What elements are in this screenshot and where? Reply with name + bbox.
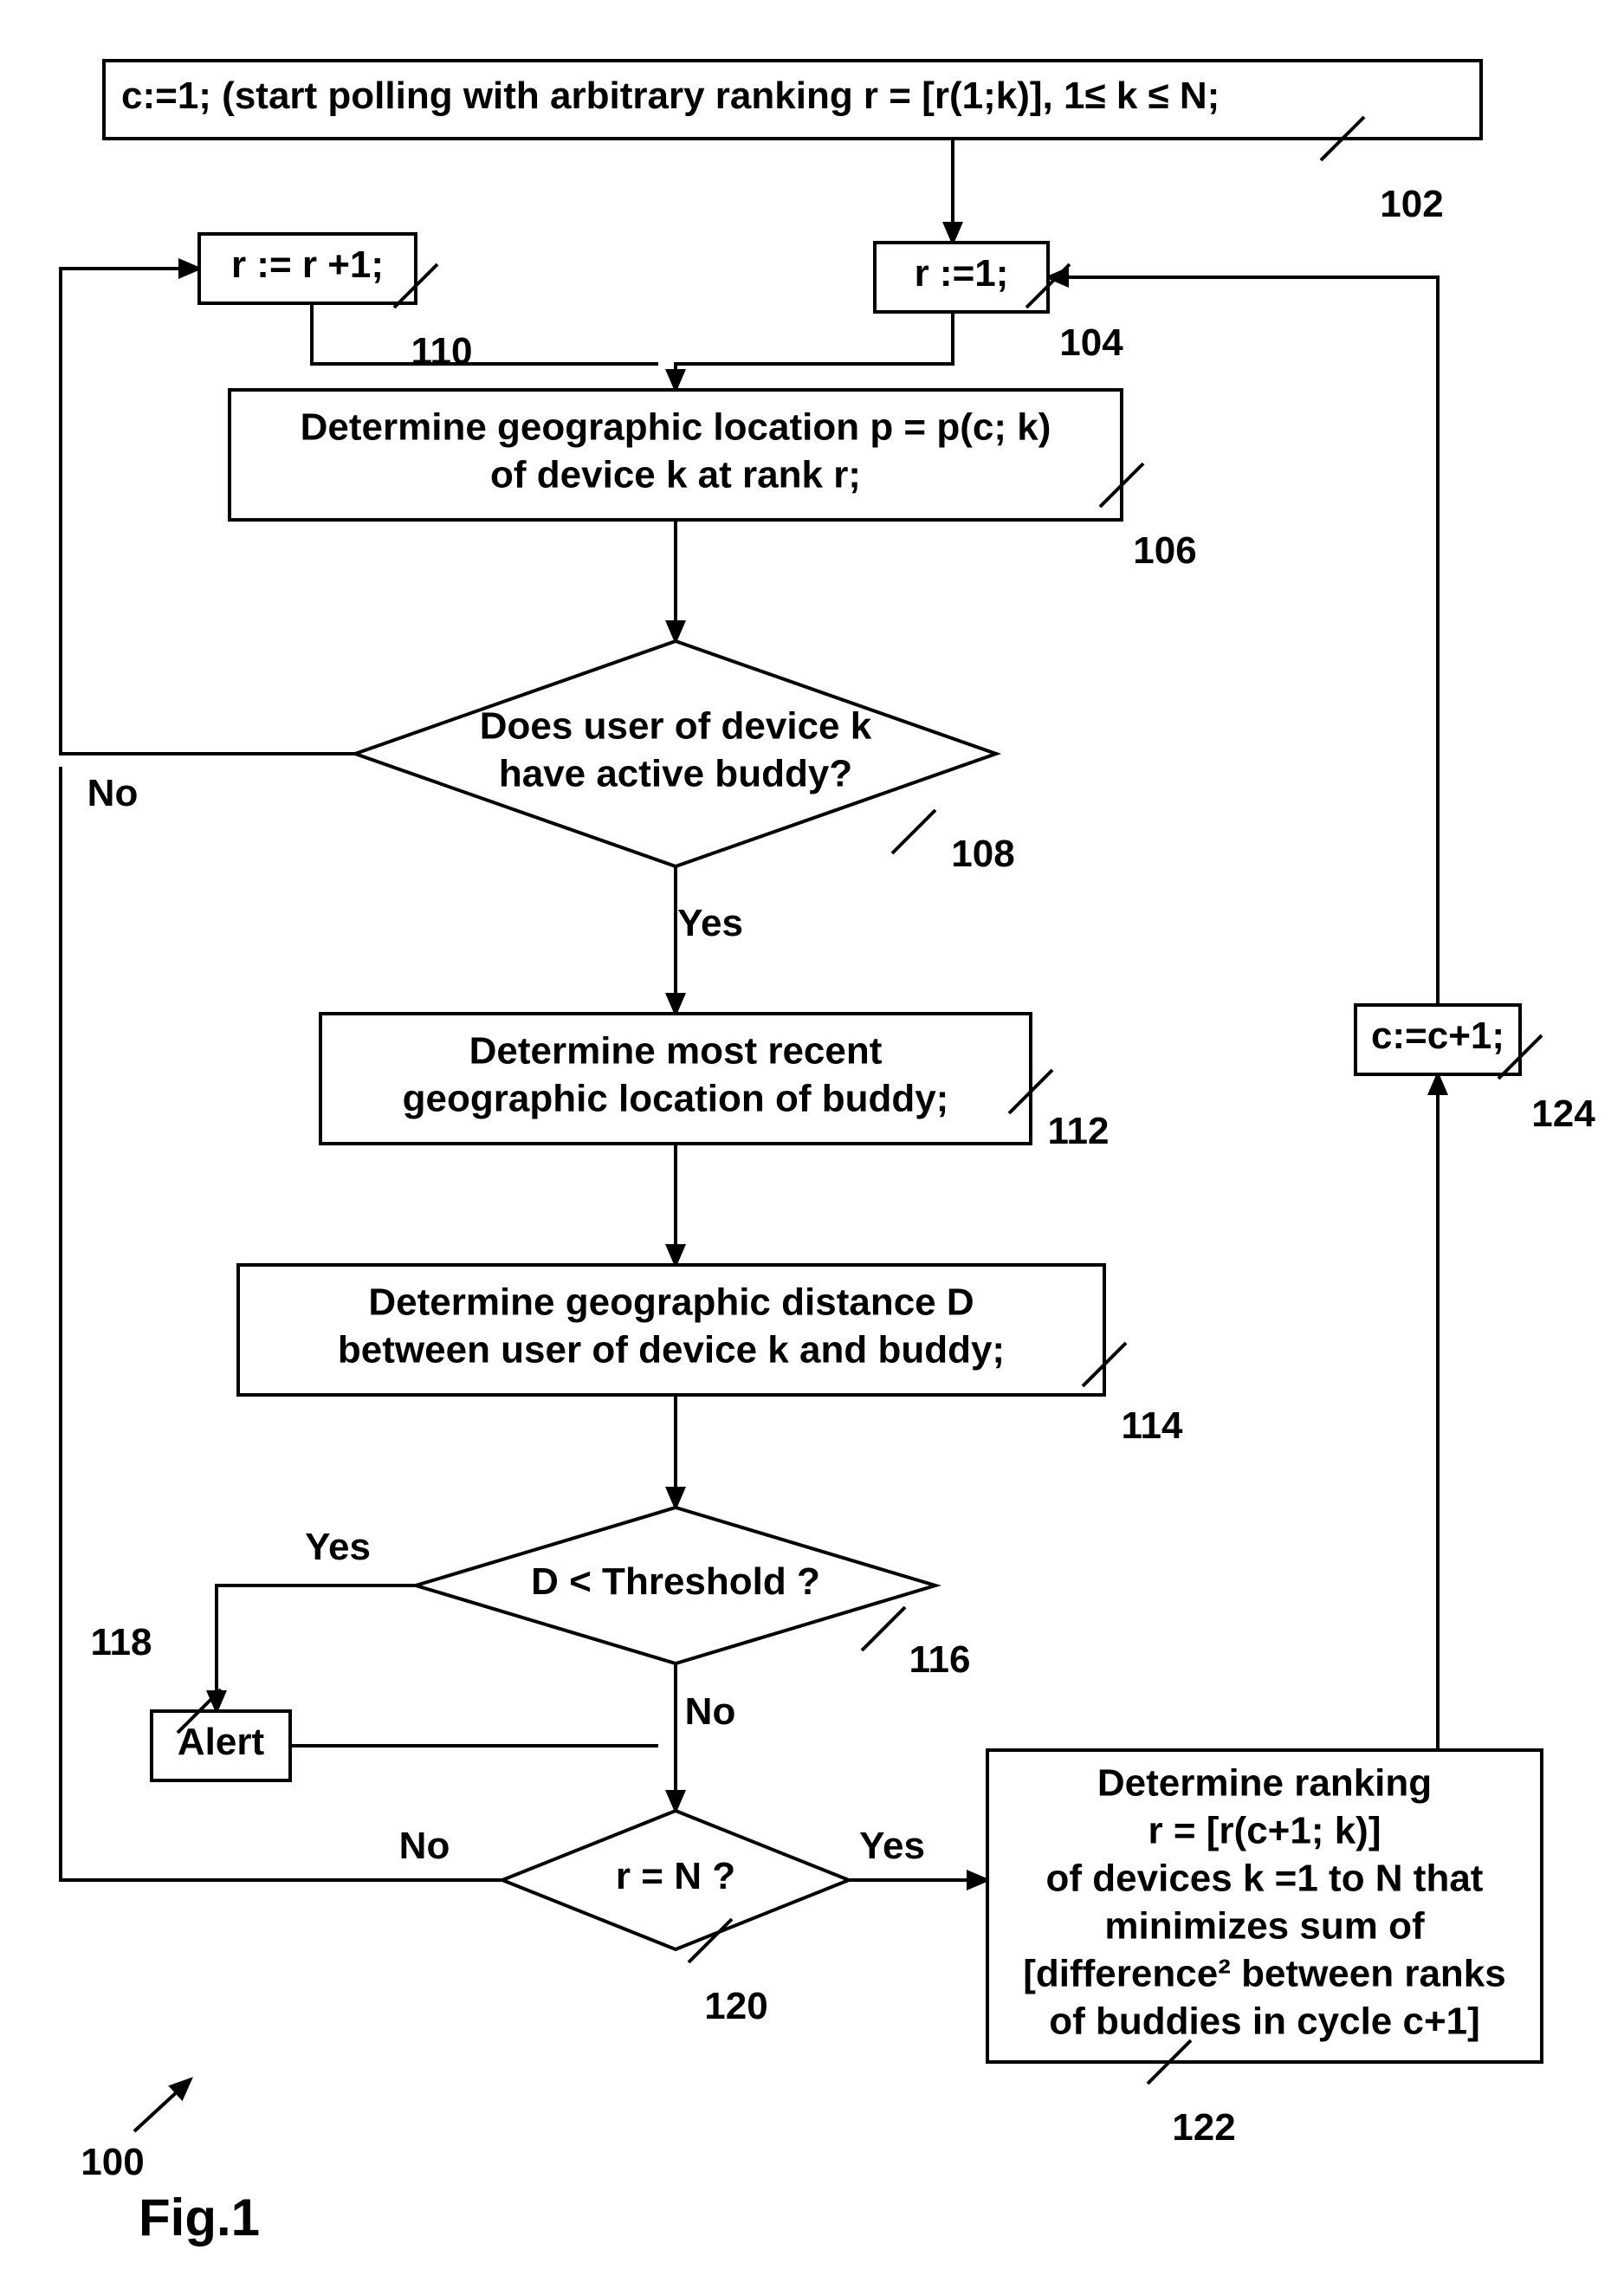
ref-label-n120: 120 — [704, 1985, 767, 2027]
ref-label-n108: 108 — [951, 833, 1014, 875]
edge-label-8: Yes — [305, 1526, 371, 1568]
ref-label-100: 100 — [81, 2141, 144, 2183]
ref-label-n118: 118 — [91, 1621, 152, 1663]
node-text-n120: r = N ? — [616, 1855, 735, 1897]
ref-100-arrow — [134, 2079, 191, 2131]
figure-label: Fig.1 — [139, 2188, 260, 2247]
edge-label-9: No — [685, 1690, 736, 1733]
node-text-n122: r = [r(c+1; k)] — [1148, 1809, 1381, 1851]
node-text-n102: c:=1; (start polling with arbitrary rank… — [121, 75, 1220, 117]
ref-label-n106: 106 — [1133, 529, 1196, 572]
node-text-n108: have active buddy? — [499, 752, 852, 794]
ref-label-n102: 102 — [1380, 183, 1443, 225]
node-text-n122: Determine ranking — [1097, 1761, 1432, 1804]
node-text-n106: Determine geographic location p = p(c; k… — [301, 405, 1051, 448]
ref-label-n122: 122 — [1172, 2106, 1235, 2149]
ref-label-n124: 124 — [1531, 1093, 1595, 1135]
node-text-n122: minimizes sum of — [1104, 1904, 1425, 1947]
ref-tick — [892, 810, 935, 853]
edge-label-12: Yes — [859, 1825, 925, 1867]
node-text-n106: of device k at rank r; — [490, 453, 861, 496]
ref-label-n114: 114 — [1122, 1404, 1184, 1447]
node-text-n112: geographic location of buddy; — [403, 1077, 949, 1119]
ref-label-n116: 116 — [909, 1638, 971, 1681]
node-text-n104: r :=1; — [915, 252, 1009, 295]
edge-1 — [676, 312, 953, 390]
ref-label-n112: 112 — [1048, 1110, 1110, 1152]
node-text-n124: c:=c+1; — [1371, 1015, 1504, 1057]
node-text-n116: D < Threshold ? — [531, 1560, 820, 1603]
node-text-n122: of devices k =1 to N that — [1046, 1857, 1484, 1899]
node-text-n122: of buddies in cycle c+1] — [1049, 2000, 1480, 2042]
node-text-n112: Determine most recent — [469, 1029, 883, 1072]
ref-label-n110: 110 — [411, 330, 473, 373]
edge-14 — [1048, 277, 1438, 1005]
ref-tick — [862, 1607, 905, 1650]
node-text-n122: [difference² between ranks — [1023, 1952, 1506, 1994]
node-text-n110: r := r +1; — [231, 243, 384, 286]
ref-label-n104: 104 — [1059, 321, 1123, 364]
node-text-n118: Alert — [178, 1721, 265, 1763]
edge-8 — [217, 1585, 416, 1711]
node-text-n114: between user of device k and buddy; — [338, 1328, 1005, 1371]
edge-label-11: No — [399, 1825, 450, 1867]
edge-label-4: Yes — [677, 902, 743, 944]
node-text-n114: Determine geographic distance D — [368, 1281, 974, 1323]
edge-label-5: No — [87, 772, 139, 814]
edge-2 — [312, 303, 658, 364]
node-text-n108: Does user of device k — [480, 704, 872, 747]
